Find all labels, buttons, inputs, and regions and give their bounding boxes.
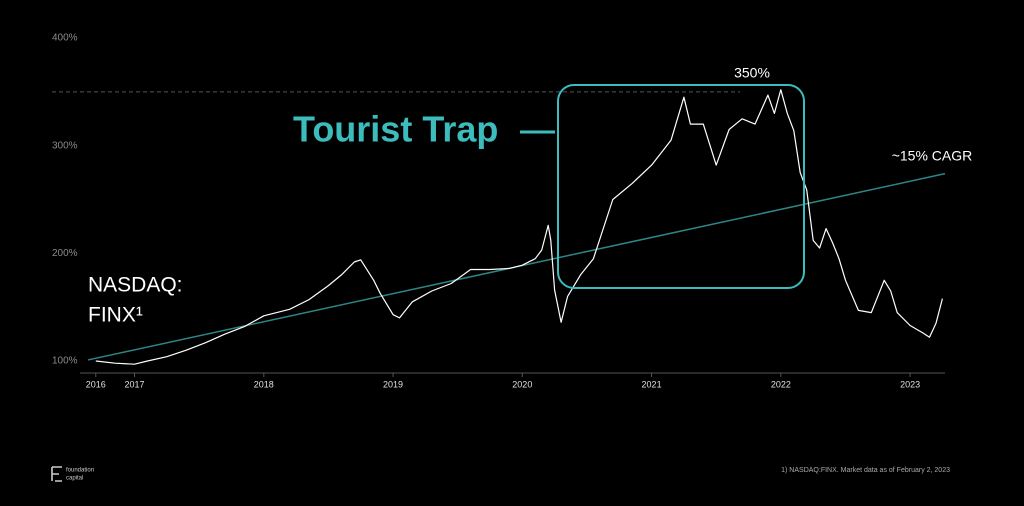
logo-icon <box>51 466 62 482</box>
price-line <box>95 89 943 365</box>
x-tick-label: 2021 <box>642 379 662 389</box>
x-tick-label: 2019 <box>383 379 403 389</box>
annotation-box <box>557 84 805 289</box>
x-tick-label: 2017 <box>125 379 145 389</box>
footnote: 1) NASDAQ:FINX. Market data as of Februa… <box>781 467 950 474</box>
y-tick-label: 300% <box>52 140 78 151</box>
trendline-label: ~15% CAGR <box>892 148 973 164</box>
logo: foundation capital <box>51 466 94 482</box>
x-tick-label: 2018 <box>254 379 274 389</box>
x-tick-label: 2020 <box>512 379 532 389</box>
logo-text: capital <box>66 476 83 482</box>
y-tick-label: 100% <box>52 356 78 367</box>
series-label: FINX¹ <box>88 304 143 327</box>
annotation: Tourist Trap <box>293 109 498 150</box>
y-tick-label: 200% <box>52 248 78 259</box>
y-tick-label: 400% <box>52 33 78 44</box>
reference-label: 350% <box>734 65 770 81</box>
series-label: NASDAQ: <box>88 274 183 297</box>
logo-text: foundation <box>66 468 94 474</box>
x-tick-label: 2023 <box>900 379 920 389</box>
x-tick-label: 2016 <box>86 379 106 389</box>
x-tick-label: 2022 <box>771 379 791 389</box>
